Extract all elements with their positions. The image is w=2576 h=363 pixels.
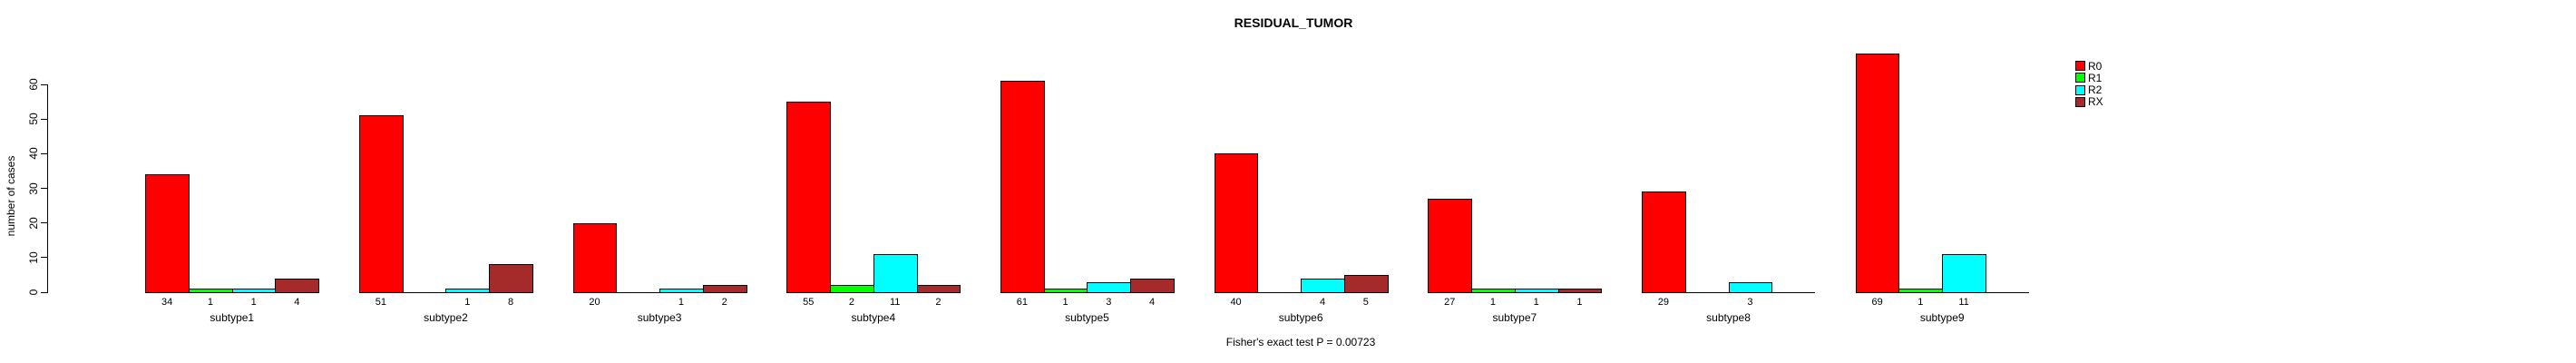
bar-value-label: 4	[294, 297, 300, 308]
bar-r0-subtype6	[1214, 153, 1259, 293]
bar-value-label: 61	[1016, 297, 1028, 308]
y-axis-line	[47, 84, 48, 293]
x-category-label: subtype3	[637, 311, 682, 324]
x-category-label: subtype7	[1492, 311, 1537, 324]
x-category-label: subtype6	[1278, 311, 1323, 324]
bar-r2-subtype3	[659, 289, 704, 293]
bar-r2-subtype6	[1301, 279, 1345, 293]
bar-rx-subtype4	[916, 285, 961, 293]
y-tick-label: 60	[27, 78, 40, 91]
bar-value-label: 1	[1533, 297, 1539, 308]
bar-r2-subtype5	[1087, 282, 1132, 293]
y-tick-mark	[41, 257, 47, 259]
bar-r0-subtype4	[786, 102, 832, 293]
y-tick-mark	[41, 222, 47, 224]
bar-value-label: 8	[507, 297, 514, 308]
bar-value-label: 1	[1576, 297, 1583, 308]
bar-value-label: 11	[1958, 297, 1969, 308]
bar-value-label: 27	[1444, 297, 1456, 308]
chart-title: RESIDUAL_TUMOR	[1234, 15, 1353, 30]
bar-value-label: 11	[889, 297, 901, 308]
bar-value-label: 20	[589, 297, 600, 308]
bar-r1-subtype9	[1898, 289, 1944, 293]
legend-label-r2: R2	[2088, 83, 2103, 97]
bar-rx-subtype7	[1557, 289, 1603, 293]
bar-r2-subtype7	[1514, 289, 1559, 293]
bar-value-label: 4	[1319, 297, 1326, 308]
x-category-label: subtype8	[1706, 311, 1751, 324]
bar-value-label: 1	[250, 297, 257, 308]
bar-r0-subtype8	[1642, 191, 1686, 293]
bar-r1-subtype1	[189, 289, 233, 293]
bar-value-label: 40	[1230, 297, 1242, 308]
bar-value-label: 5	[1362, 297, 1369, 308]
bar-r2-subtype2	[445, 289, 491, 293]
group-baseline	[358, 292, 532, 293]
legend-label-r0: R0	[2088, 59, 2103, 73]
bar-r2-subtype1	[231, 289, 277, 293]
x-category-label: subtype4	[851, 311, 896, 324]
legend-swatch-r1	[2075, 73, 2085, 83]
legend-label-rx: RX	[2088, 95, 2103, 109]
bar-value-label: 1	[1062, 297, 1068, 308]
y-tick-label: 50	[27, 113, 40, 125]
x-category-label: subtype5	[1065, 311, 1109, 324]
bar-rx-subtype6	[1343, 275, 1389, 293]
group-baseline	[1642, 292, 1815, 293]
bar-r0-subtype1	[145, 174, 190, 293]
bar-r1-subtype5	[1043, 289, 1088, 293]
bar-r0-subtype2	[358, 115, 404, 293]
bar-r2-subtype4	[873, 254, 918, 293]
bar-r2-subtype9	[1942, 254, 1986, 293]
legend-swatch-r2	[2075, 84, 2085, 95]
bar-rx-subtype2	[489, 264, 533, 293]
legend-label-r1: R1	[2088, 71, 2103, 84]
bar-value-label: 1	[207, 297, 213, 308]
bar-r2-subtype8	[1728, 282, 1773, 293]
bar-value-label: 2	[935, 297, 942, 308]
bar-rx-subtype3	[702, 285, 747, 293]
y-tick-label: 30	[27, 182, 40, 195]
fisher-test-annotation: Fisher's exact test P = 0.00723	[1225, 336, 1376, 348]
bar-r0-subtype7	[1428, 199, 1473, 293]
y-tick-mark	[41, 118, 47, 120]
x-category-label: subtype1	[210, 311, 255, 324]
y-tick-label: 10	[27, 251, 40, 264]
x-category-label: subtype2	[424, 311, 468, 324]
y-tick-mark	[41, 152, 47, 154]
bar-value-label: 3	[1106, 297, 1112, 308]
y-tick-mark	[41, 291, 47, 293]
x-category-label: subtype9	[1919, 311, 1965, 324]
bar-value-label: 2	[721, 297, 727, 308]
bar-r0-subtype5	[1000, 81, 1045, 293]
bar-value-label: 55	[803, 297, 815, 308]
bar-value-label: 4	[1149, 297, 1156, 308]
bar-value-label: 34	[161, 297, 173, 308]
bar-value-label: 1	[464, 297, 471, 308]
bar-value-label: 29	[1657, 297, 1670, 308]
y-tick-label: 0	[27, 289, 40, 296]
legend-swatch-rx	[2075, 96, 2085, 107]
bar-r1-subtype4	[830, 285, 874, 293]
bar-rx-subtype5	[1130, 279, 1175, 293]
bar-value-label: 1	[678, 297, 685, 308]
y-axis-title: number of cases	[5, 155, 17, 237]
bar-value-label: 1	[1489, 297, 1497, 308]
bar-rx-subtype1	[275, 279, 320, 293]
bar-r0-subtype3	[572, 223, 618, 293]
legend-swatch-r0	[2075, 61, 2085, 71]
bar-value-label: 51	[375, 297, 386, 308]
bar-r0-subtype9	[1855, 54, 1900, 293]
bar-r1-subtype7	[1471, 289, 1516, 293]
group-baseline	[1214, 292, 1388, 293]
bar-value-label: 69	[1871, 297, 1883, 308]
bar-value-label: 3	[1747, 297, 1753, 308]
y-tick-mark	[41, 188, 47, 189]
bar-value-label: 1	[1917, 297, 1924, 308]
y-tick-mark	[41, 83, 47, 85]
y-tick-label: 40	[27, 147, 40, 161]
bar-value-label: 2	[848, 297, 854, 308]
y-tick-label: 20	[27, 216, 40, 230]
